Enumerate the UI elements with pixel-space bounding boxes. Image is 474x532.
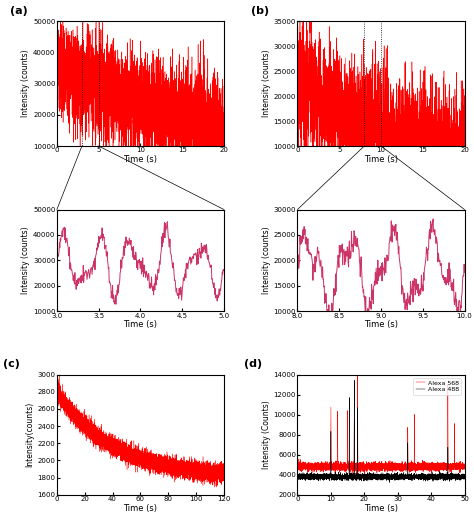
Y-axis label: Intensity (counts): Intensity (counts) xyxy=(262,50,271,118)
Alexa 568 xyxy=(358,463,364,470)
Alexa 568 xyxy=(355,371,360,378)
Bar xyxy=(365,21,381,146)
Text: (b): (b) xyxy=(251,6,269,16)
Alexa 568 xyxy=(462,461,467,468)
Y-axis label: Intensity (counts): Intensity (counts) xyxy=(21,227,30,294)
Alexa 488 xyxy=(351,377,357,384)
Alexa 488 xyxy=(325,472,331,478)
Alexa 568 xyxy=(395,460,401,467)
Alexa 488 xyxy=(403,475,409,481)
Text: (d): (d) xyxy=(244,360,262,369)
Alexa 568 xyxy=(419,462,425,468)
Text: (c): (c) xyxy=(3,360,20,369)
Alexa 488 xyxy=(462,474,467,480)
X-axis label: Time (s): Time (s) xyxy=(123,320,157,329)
Bar xyxy=(82,21,99,146)
Alexa 488 xyxy=(295,471,301,478)
Alexa 488 xyxy=(419,473,425,479)
Alexa 488 xyxy=(386,479,392,486)
Alexa 568 xyxy=(432,467,438,473)
Alexa 568 xyxy=(325,466,331,472)
Legend: Alexa 568, Alexa 488: Alexa 568, Alexa 488 xyxy=(413,378,461,395)
Y-axis label: Intensity (counts): Intensity (counts) xyxy=(21,50,30,118)
Y-axis label: Intensity (Counts): Intensity (Counts) xyxy=(262,401,271,469)
X-axis label: Time (s): Time (s) xyxy=(123,155,157,164)
X-axis label: Time (s): Time (s) xyxy=(364,155,398,164)
Alexa 568 xyxy=(403,465,409,471)
Line: Alexa 568: Alexa 568 xyxy=(298,375,465,475)
Alexa 488 xyxy=(358,471,364,478)
Alexa 488 xyxy=(395,472,401,479)
Y-axis label: Intensity (counts): Intensity (counts) xyxy=(262,227,271,294)
X-axis label: Time (s): Time (s) xyxy=(123,503,157,512)
Alexa 488 xyxy=(432,476,438,483)
X-axis label: Time (s): Time (s) xyxy=(364,503,398,512)
Line: Alexa 488: Alexa 488 xyxy=(298,380,465,483)
Alexa 568 xyxy=(295,464,301,471)
X-axis label: Time (s): Time (s) xyxy=(364,320,398,329)
Text: (a): (a) xyxy=(10,6,28,16)
Alexa 568 xyxy=(349,471,355,478)
Y-axis label: Intensity(counts): Intensity(counts) xyxy=(26,402,35,467)
